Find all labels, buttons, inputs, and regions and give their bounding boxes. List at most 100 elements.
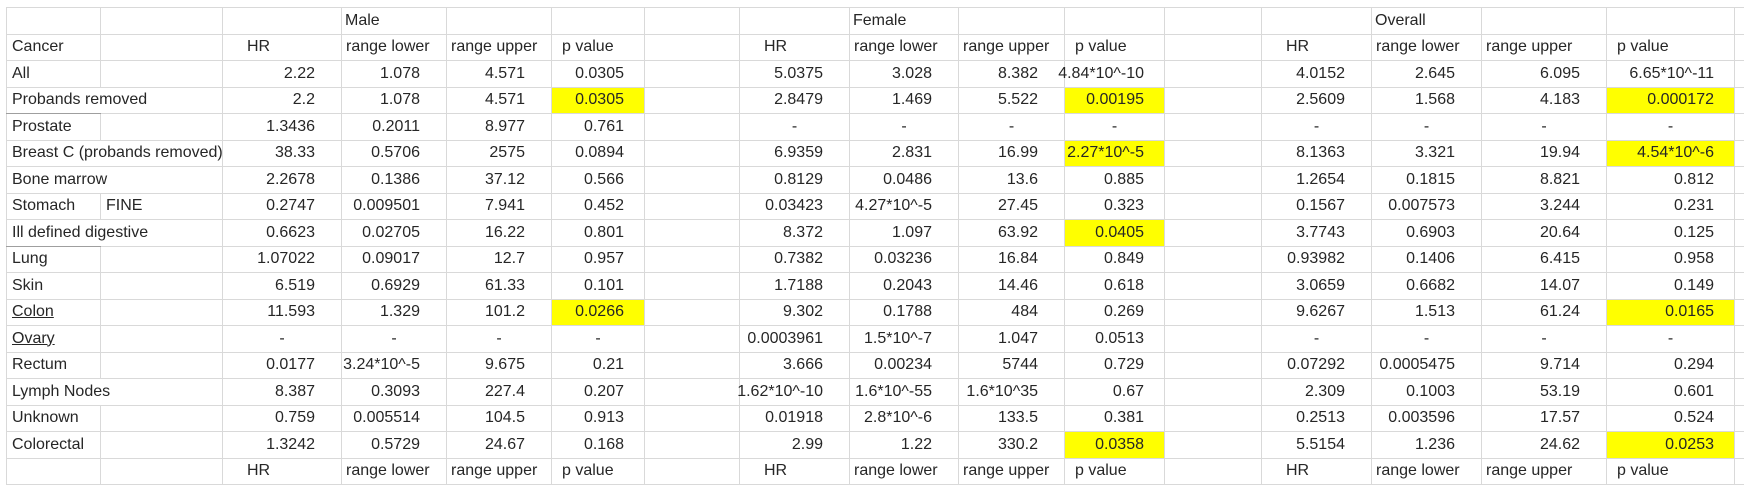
cell-ill-defined-digestive-female-range-upper[interactable]: 63.92 (959, 220, 1065, 247)
cell-rectum-male-hr[interactable]: 0.0177 (223, 352, 342, 379)
cell-ill-defined-digestive-male-range-lower[interactable]: 0.02705 (342, 220, 447, 247)
cell-rectum-female-range-upper[interactable]: 5744 (959, 352, 1065, 379)
cell-ovary-overall-hr[interactable]: - (1262, 326, 1372, 353)
cell-stomach-male-range-lower[interactable]: 0.009501 (342, 193, 447, 220)
empty-cell[interactable] (645, 299, 740, 326)
cell-probands-removed-female-range-lower[interactable]: 1.469 (850, 87, 959, 114)
cell-lung-overall-p-value[interactable]: 0.958 (1607, 246, 1735, 273)
row-label-ill-defined-digestive[interactable]: Ill defined digestive (6, 220, 223, 247)
column-header-female-hr[interactable]: HR (740, 34, 850, 61)
footer-header-overall-range-lower[interactable]: range lower (1372, 458, 1482, 485)
column-header-overall-p-value[interactable]: p value (1607, 34, 1735, 61)
row-sublabel-stomach[interactable]: FINE (101, 193, 223, 220)
cell-stomach-female-range-lower[interactable]: 4.27*10^-5 (850, 193, 959, 220)
cell-colon-overall-range-upper[interactable]: 61.24 (1482, 299, 1607, 326)
cell-all-male-range-upper[interactable]: 4.571 (447, 61, 552, 88)
empty-cell[interactable] (645, 458, 740, 485)
cell-rectum-overall-range-upper[interactable]: 9.714 (1482, 352, 1607, 379)
cell-probands-removed-male-hr[interactable]: 2.2 (223, 87, 342, 114)
cell-ovary-male-hr[interactable]: - (223, 326, 342, 353)
cell-lung-overall-hr[interactable]: 0.93982 (1262, 246, 1372, 273)
cell-lymph-nodes-female-hr[interactable]: 1.62*10^-10 (737, 379, 850, 406)
empty-cell[interactable] (645, 432, 740, 459)
cell-skin-female-hr[interactable]: 1.7188 (740, 273, 850, 300)
empty-cell[interactable] (645, 220, 740, 247)
cell-ill-defined-digestive-male-p-value[interactable]: 0.801 (552, 220, 645, 247)
cell-colorectal-male-range-upper[interactable]: 24.67 (447, 432, 552, 459)
empty-cell[interactable] (1165, 87, 1262, 114)
cell-colorectal-overall-p-value[interactable]: 0.0253 (1607, 432, 1735, 459)
group-header-male[interactable]: Male (342, 8, 447, 35)
cell-ovary-overall-range-upper[interactable]: - (1482, 326, 1607, 353)
cell-prostate-male-p-value[interactable]: 0.761 (552, 114, 645, 141)
cell-bone-marrow-overall-range-lower[interactable]: 0.1815 (1372, 167, 1482, 194)
cell-bone-marrow-male-p-value[interactable]: 0.566 (552, 167, 645, 194)
cell-unknown-female-p-value[interactable]: 0.381 (1065, 405, 1165, 432)
row-label-unknown[interactable]: Unknown (7, 405, 101, 432)
empty-cell[interactable] (101, 299, 223, 326)
cell-colorectal-male-hr[interactable]: 1.3242 (223, 432, 342, 459)
cell-breast-c-probands-removed-female-hr[interactable]: 6.9359 (740, 140, 850, 167)
empty-cell[interactable] (1165, 273, 1262, 300)
cell-bone-marrow-overall-hr[interactable]: 1.2654 (1262, 167, 1372, 194)
column-header-overall-range-upper[interactable]: range upper (1482, 34, 1607, 61)
empty-cell[interactable] (645, 87, 740, 114)
cell-colorectal-male-p-value[interactable]: 0.168 (552, 432, 645, 459)
cell-unknown-overall-p-value[interactable]: 0.524 (1607, 405, 1735, 432)
cell-breast-c-probands-removed-male-hr[interactable]: 38.33 (223, 140, 342, 167)
cell-colon-female-range-upper[interactable]: 484 (959, 299, 1065, 326)
cell-skin-male-range-upper[interactable]: 61.33 (447, 273, 552, 300)
cell-ill-defined-digestive-female-range-lower[interactable]: 1.097 (850, 220, 959, 247)
cell-lung-male-range-upper[interactable]: 12.7 (447, 246, 552, 273)
column-header-female-range-upper[interactable]: range upper (959, 34, 1065, 61)
empty-cell[interactable] (101, 458, 223, 485)
cell-ovary-female-range-upper[interactable]: 1.047 (959, 326, 1065, 353)
cell-colorectal-overall-range-lower[interactable]: 1.236 (1372, 432, 1482, 459)
empty-cell[interactable] (645, 246, 740, 273)
cell-all-female-range-upper[interactable]: 8.382 (959, 61, 1065, 88)
empty-cell[interactable] (1165, 299, 1262, 326)
row-label-rectum[interactable]: Rectum (7, 352, 101, 379)
column-header-female-range-lower[interactable]: range lower (850, 34, 959, 61)
empty-cell[interactable] (101, 8, 223, 35)
empty-cell[interactable] (645, 326, 740, 353)
empty-cell[interactable] (1165, 458, 1262, 485)
cell-prostate-overall-range-lower[interactable]: - (1372, 114, 1482, 141)
row-label-lung[interactable]: Lung (7, 246, 101, 273)
cell-colon-male-range-upper[interactable]: 101.2 (447, 299, 552, 326)
empty-cell[interactable] (1165, 432, 1262, 459)
empty-cell[interactable] (645, 34, 740, 61)
cell-ill-defined-digestive-overall-range-lower[interactable]: 0.6903 (1372, 220, 1482, 247)
empty-cell[interactable] (101, 114, 223, 141)
cell-prostate-female-hr[interactable]: - (740, 114, 850, 141)
empty-cell[interactable] (645, 273, 740, 300)
cell-skin-male-range-lower[interactable]: 0.6929 (342, 273, 447, 300)
cell-all-female-p-value[interactable]: 4.84*10^-10 (1058, 61, 1165, 88)
cell-colon-female-p-value[interactable]: 0.269 (1065, 299, 1165, 326)
cell-stomach-male-range-upper[interactable]: 7.941 (447, 193, 552, 220)
empty-cell[interactable] (101, 326, 223, 353)
cell-stomach-overall-hr[interactable]: 0.1567 (1262, 193, 1372, 220)
cell-skin-female-p-value[interactable]: 0.618 (1065, 273, 1165, 300)
cell-lymph-nodes-male-range-upper[interactable]: 227.4 (447, 379, 552, 406)
empty-cell[interactable] (1165, 220, 1262, 247)
empty-cell[interactable] (7, 8, 101, 35)
cell-skin-female-range-lower[interactable]: 0.2043 (850, 273, 959, 300)
empty-cell[interactable] (959, 8, 1065, 35)
cell-lymph-nodes-male-p-value[interactable]: 0.207 (552, 379, 645, 406)
footer-header-female-range-lower[interactable]: range lower (850, 458, 959, 485)
cell-ovary-female-p-value[interactable]: 0.0513 (1065, 326, 1165, 353)
cell-colorectal-female-range-lower[interactable]: 1.22 (850, 432, 959, 459)
cell-colon-male-range-lower[interactable]: 1.329 (342, 299, 447, 326)
cell-skin-female-range-upper[interactable]: 14.46 (959, 273, 1065, 300)
cell-probands-removed-male-p-value[interactable]: 0.0305 (552, 87, 645, 114)
cell-unknown-female-range-lower[interactable]: 2.8*10^-6 (850, 405, 959, 432)
cell-skin-overall-hr[interactable]: 3.0659 (1262, 273, 1372, 300)
cell-lymph-nodes-male-hr[interactable]: 8.387 (223, 379, 342, 406)
cell-prostate-overall-p-value[interactable]: - (1607, 114, 1735, 141)
cell-unknown-male-hr[interactable]: 0.759 (223, 405, 342, 432)
cell-lung-male-p-value[interactable]: 0.957 (552, 246, 645, 273)
cell-stomach-overall-p-value[interactable]: 0.231 (1607, 193, 1735, 220)
column-header-male-range-upper[interactable]: range upper (447, 34, 552, 61)
empty-cell[interactable] (645, 193, 740, 220)
